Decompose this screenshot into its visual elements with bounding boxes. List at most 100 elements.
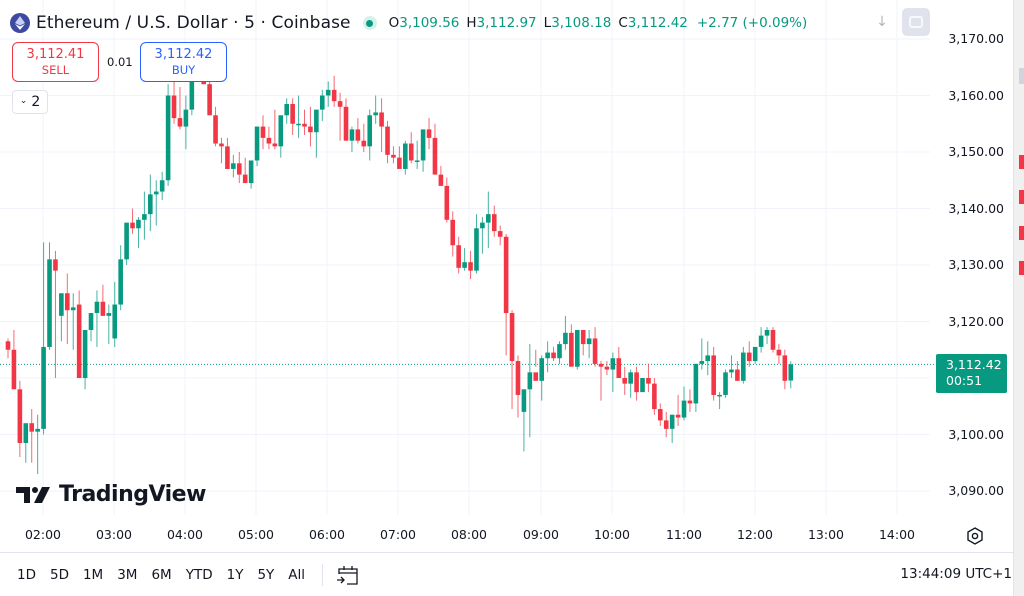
- tradingview-logo[interactable]: TradingView: [16, 482, 206, 507]
- candle-body: [693, 363, 699, 404]
- time-axis-label: 08:00: [450, 527, 488, 542]
- candle-body: [503, 236, 509, 314]
- range-all-button[interactable]: All: [288, 567, 306, 583]
- candle-body: [165, 95, 171, 181]
- panel-indicator: [1019, 68, 1024, 84]
- range-1d-button[interactable]: 1D: [17, 567, 36, 583]
- candle-body: [557, 344, 562, 359]
- candle-body: [669, 414, 675, 429]
- candle-body: [302, 123, 307, 127]
- candle-body: [308, 126, 313, 133]
- candle-body: [159, 180, 165, 192]
- candle-body: [118, 259, 123, 305]
- candle-body: [337, 101, 343, 107]
- open-value: 3,109.56: [399, 15, 460, 31]
- candle-body: [349, 129, 355, 141]
- candle-body: [177, 118, 183, 127]
- candle-body: [219, 143, 224, 147]
- time-axis-label: 14:00: [878, 527, 916, 542]
- candle-body: [462, 262, 467, 268]
- buy-label: BUY: [171, 62, 196, 77]
- candle-body: [574, 329, 580, 367]
- last-price-tag: 3,112.42 00:51: [936, 354, 1007, 393]
- range-6m-button[interactable]: 6M: [151, 567, 172, 583]
- range-5y-button[interactable]: 5Y: [257, 567, 275, 583]
- candle-body: [497, 231, 503, 237]
- candle-body: [266, 137, 272, 144]
- price-axis-label: 3,120.00: [948, 313, 1004, 329]
- candle-body: [486, 214, 491, 223]
- candle-body: [254, 126, 260, 161]
- panel-alert-marker[interactable]: [1019, 261, 1024, 275]
- candle-body: [675, 414, 681, 418]
- indicators-toggle-button[interactable]: ⌄ 2: [12, 90, 48, 114]
- range-ytd-button[interactable]: YTD: [185, 567, 213, 583]
- candle-body: [474, 228, 479, 271]
- time-axis-label: 05:00: [237, 527, 275, 542]
- candle-body: [385, 126, 390, 155]
- candle-body: [207, 84, 212, 116]
- panel-alert-marker[interactable]: [1019, 155, 1024, 169]
- buy-price: 3,112.42: [154, 46, 213, 62]
- market-open-icon: [362, 16, 377, 30]
- candle-body: [646, 378, 651, 384]
- candle-body: [592, 338, 598, 364]
- candle-body: [640, 378, 645, 393]
- candle-body: [53, 259, 58, 271]
- candle-body: [438, 174, 444, 186]
- candle-body: [17, 389, 23, 443]
- candle-body: [379, 112, 384, 127]
- candle-body: [112, 304, 118, 339]
- range-1y-button[interactable]: 1Y: [226, 567, 244, 583]
- candle-body: [142, 214, 147, 220]
- candle-body: [527, 372, 533, 390]
- buy-button[interactable]: 3,112.42 BUY: [140, 42, 227, 82]
- symbol-title[interactable]: Ethereum / U.S. Dollar · 5 · Coinbase: [36, 13, 351, 33]
- candle-body: [325, 89, 331, 96]
- candle-body: [82, 329, 88, 378]
- spread-value: 0.01: [107, 55, 133, 69]
- panel-alert-marker[interactable]: [1019, 226, 1024, 240]
- toolbar-separator: [322, 564, 324, 586]
- range-3m-button[interactable]: 3M: [117, 567, 138, 583]
- bar-countdown: 00:51: [946, 373, 983, 388]
- candle-body: [533, 372, 539, 381]
- candle-body: [213, 115, 218, 144]
- candle-body: [148, 194, 153, 215]
- candle-body: [752, 346, 758, 362]
- candle-body: [414, 160, 420, 162]
- arrow-down-icon[interactable]: ↓: [876, 14, 888, 30]
- go-to-date-icon[interactable]: [335, 562, 361, 588]
- candle-body: [130, 222, 135, 229]
- candle-body: [610, 358, 616, 370]
- sell-label: SELL: [41, 62, 70, 77]
- axis-settings-icon[interactable]: [965, 526, 985, 546]
- candle-body: [47, 259, 52, 347]
- candle-body: [758, 335, 764, 347]
- time-axis-label: 13:00: [807, 527, 845, 542]
- price-change: +2.77 (+0.09%): [696, 15, 808, 31]
- fullscreen-button[interactable]: [902, 8, 930, 36]
- candle-body: [124, 222, 129, 260]
- bottom-divider: [0, 552, 1014, 553]
- candle-body: [432, 137, 438, 175]
- last-price: 3,112.42: [946, 357, 1002, 372]
- time-axis-label: 04:00: [166, 527, 204, 542]
- low-label: L: [543, 15, 552, 31]
- candle-body: [681, 400, 687, 418]
- range-5d-button[interactable]: 5D: [49, 567, 69, 583]
- candle-body: [331, 89, 337, 102]
- candle-body: [248, 160, 254, 184]
- candle-body: [782, 355, 788, 381]
- candle-body: [225, 146, 230, 169]
- candle-body: [314, 109, 319, 133]
- candle-body: [391, 154, 396, 158]
- candle-body: [296, 123, 301, 126]
- sell-button[interactable]: 3,112.41 SELL: [12, 42, 99, 82]
- candle-body: [622, 378, 628, 384]
- timezone-clock[interactable]: 13:44:09 UTC+1: [900, 566, 1012, 582]
- panel-alert-marker[interactable]: [1019, 190, 1024, 204]
- range-1m-button[interactable]: 1M: [82, 567, 104, 583]
- candle-body: [735, 369, 740, 381]
- candlestick-chart[interactable]: [0, 0, 1014, 552]
